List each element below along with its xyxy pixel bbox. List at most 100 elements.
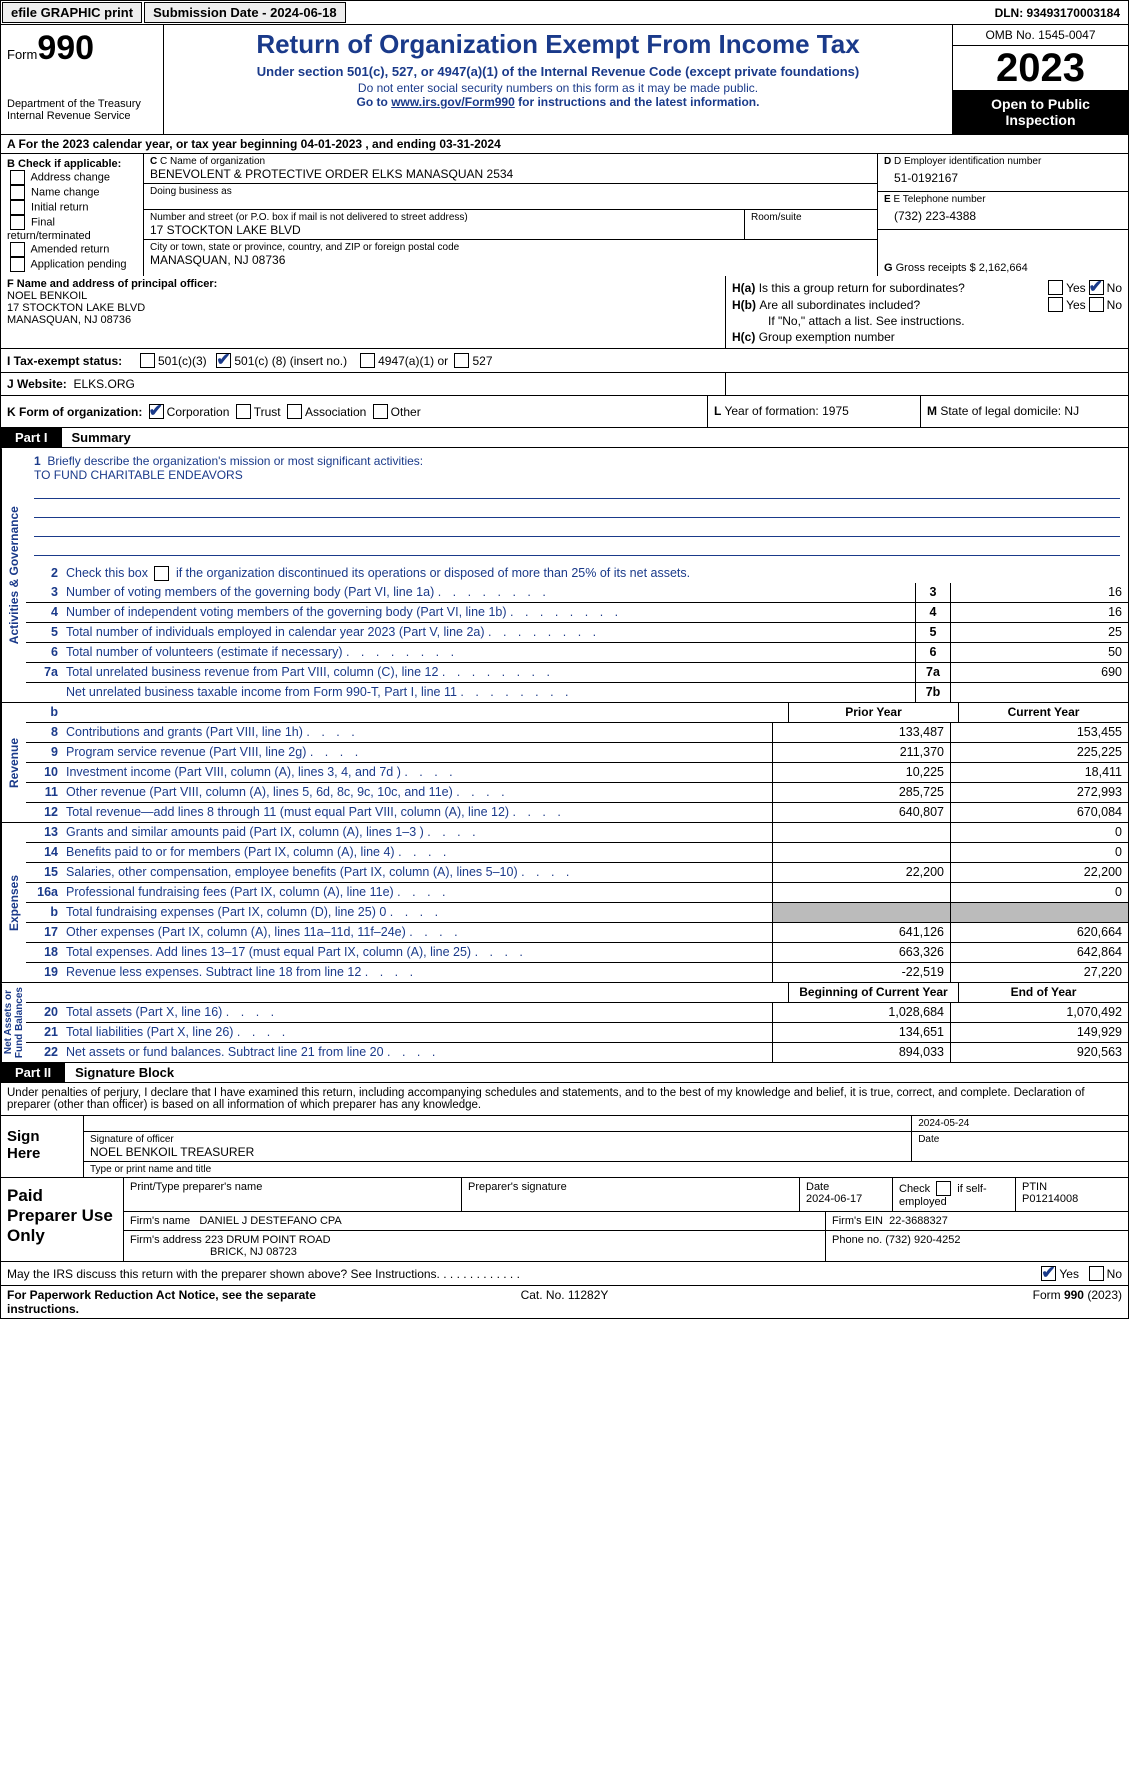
expenses-sidelabel: Expenses xyxy=(1,823,26,982)
corp-check[interactable] xyxy=(149,404,164,419)
date-label: Date xyxy=(912,1132,1128,1161)
4947-check[interactable] xyxy=(360,353,375,368)
end-year-header: End of Year xyxy=(958,983,1128,1002)
org-name-label: C Name of organization xyxy=(160,156,265,167)
dba-label: Doing business as xyxy=(150,186,871,197)
firm-addr2: BRICK, NJ 08723 xyxy=(130,1246,297,1258)
ha-no-check[interactable] xyxy=(1089,280,1104,295)
data-row: 10 Investment income (Part VIII, column … xyxy=(26,763,1128,783)
netassets-sidelabel: Net Assets or Fund Balances xyxy=(1,983,26,1062)
public-inspection: Open to Public Inspection xyxy=(953,90,1128,134)
irs-discuss-row: May the IRS discuss this return with the… xyxy=(0,1262,1129,1286)
boxb-option: Name change xyxy=(7,185,137,200)
irs-link[interactable]: www.irs.gov/Form990 xyxy=(391,95,515,109)
box-b-title: B Check if applicable: xyxy=(7,158,137,170)
boxb-option: Address change xyxy=(7,170,137,185)
firm-name-label: Firm's name xyxy=(130,1215,190,1227)
domicile-value: NJ xyxy=(1064,404,1079,418)
sign-section: Sign Here 2024-05-24 Signature of office… xyxy=(0,1115,1129,1178)
mission-text: TO FUND CHARITABLE ENDEAVORS xyxy=(34,468,243,482)
summary-row: Net unrelated business taxable income fr… xyxy=(26,683,1128,702)
cat-no: Cat. No. 11282Y xyxy=(379,1288,751,1316)
discontinued-check[interactable] xyxy=(154,566,169,581)
website-label: J Website: xyxy=(7,377,67,391)
governance-sidelabel: Activities & Governance xyxy=(1,448,26,702)
ptin-value: P01214008 xyxy=(1022,1193,1078,1205)
prep-date-label: Date xyxy=(806,1181,829,1193)
org-form-label: K Form of organization: xyxy=(7,405,142,419)
501c-check[interactable] xyxy=(216,353,231,368)
room-label: Room/suite xyxy=(745,210,877,239)
firm-ein-label: Firm's EIN xyxy=(832,1215,883,1227)
tax-year: 2023 xyxy=(953,46,1128,90)
data-row: 21 Total liabilities (Part X, line 26) .… xyxy=(26,1023,1128,1043)
officer-label: F Name and address of principal officer: xyxy=(7,278,217,290)
city-value: MANASQUAN, NJ 08736 xyxy=(150,253,871,267)
hb-yes-check[interactable] xyxy=(1048,297,1063,312)
preparer-sig-label: Preparer's signature xyxy=(462,1178,800,1211)
officer-section: F Name and address of principal officer:… xyxy=(0,276,1129,349)
boxb-check[interactable] xyxy=(10,257,25,272)
hb-label: H(b) xyxy=(732,298,756,312)
other-check[interactable] xyxy=(373,404,388,419)
firm-addr1: 223 DRUM POINT ROAD xyxy=(205,1234,331,1246)
summary-row: 5 Total number of individuals employed i… xyxy=(26,623,1128,643)
firm-ein: 22-3688327 xyxy=(889,1215,948,1227)
data-row: 17 Other expenses (Part IX, column (A), … xyxy=(26,923,1128,943)
ha-yes-check[interactable] xyxy=(1048,280,1063,295)
boxb-check[interactable] xyxy=(10,215,25,230)
assoc-check[interactable] xyxy=(287,404,302,419)
boxb-check[interactable] xyxy=(10,170,25,185)
summary-row: 4 Number of independent voting members o… xyxy=(26,603,1128,623)
boxb-check[interactable] xyxy=(10,185,25,200)
phone-value: (732) 223-4388 xyxy=(884,205,1122,227)
boxb-check[interactable] xyxy=(10,200,25,215)
governance-grid: Activities & Governance 1 Briefly descri… xyxy=(0,448,1129,703)
street-value: 17 STOCKTON LAKE BLVD xyxy=(150,223,738,237)
ha-label: H(a) xyxy=(732,281,755,295)
street-label: Number and street (or P.O. box if mail i… xyxy=(150,212,738,223)
sign-date: 2024-05-24 xyxy=(918,1118,969,1129)
data-row: 12 Total revenue—add lines 8 through 11 … xyxy=(26,803,1128,822)
self-employed-check[interactable] xyxy=(936,1181,951,1196)
tax-year-row: A For the 2023 calendar year, or tax yea… xyxy=(0,135,1129,154)
irs-no-check[interactable] xyxy=(1089,1266,1104,1281)
ein-label: D Employer identification number xyxy=(894,156,1041,167)
501c3-check[interactable] xyxy=(140,353,155,368)
revenue-sidelabel: Revenue xyxy=(1,703,26,822)
officer-addr1: 17 STOCKTON LAKE BLVD xyxy=(7,302,719,314)
prep-date: 2024-06-17 xyxy=(806,1193,862,1205)
efile-button[interactable]: efile GRAPHIC print xyxy=(2,2,142,23)
website-row: J Website: ELKS.ORG xyxy=(0,373,1129,396)
ha-text: Is this a group return for subordinates? xyxy=(759,281,1045,295)
ein-value: 51-0192167 xyxy=(884,167,1122,189)
hc-label: H(c) xyxy=(732,330,755,344)
revenue-grid: Revenue b Prior Year Current Year 8 Cont… xyxy=(0,703,1129,823)
hc-text: Group exemption number xyxy=(759,330,895,344)
irs-yes-check[interactable] xyxy=(1041,1266,1056,1281)
part1-header: Part I Summary xyxy=(0,428,1129,448)
hb-text: Are all subordinates included? xyxy=(759,298,1045,312)
data-row: 8 Contributions and grants (Part VIII, l… xyxy=(26,723,1128,743)
perjury-text: Under penalties of perjury, I declare th… xyxy=(0,1083,1129,1115)
boxb-check[interactable] xyxy=(10,242,25,257)
data-row: 18 Total expenses. Add lines 13–17 (must… xyxy=(26,943,1128,963)
dept-label: Department of the Treasury Internal Reve… xyxy=(7,98,157,122)
hb-no-check[interactable] xyxy=(1089,297,1104,312)
paid-preparer-label: Paid Preparer Use Only xyxy=(1,1178,123,1261)
city-label: City or town, state or province, country… xyxy=(150,242,871,253)
form-number: Form990 xyxy=(7,29,157,68)
ssn-note: Do not enter social security numbers on … xyxy=(172,81,944,95)
data-row: 16a Professional fundraising fees (Part … xyxy=(26,883,1128,903)
submission-date-button[interactable]: Submission Date - 2024-06-18 xyxy=(144,2,346,23)
print-name-label: Type or print name and title xyxy=(84,1162,1128,1177)
data-row: 14 Benefits paid to or for members (Part… xyxy=(26,843,1128,863)
trust-check[interactable] xyxy=(236,404,251,419)
preparer-name-label: Print/Type preparer's name xyxy=(124,1178,462,1211)
part2-title: Signature Block xyxy=(65,1063,184,1082)
irs-discuss-text: May the IRS discuss this return with the… xyxy=(7,1267,440,1281)
527-check[interactable] xyxy=(454,353,469,368)
self-emp-label: Check if self-employed xyxy=(899,1183,987,1209)
tax-status-label: I Tax-exempt status: xyxy=(7,354,137,368)
paperwork-notice: For Paperwork Reduction Act Notice, see … xyxy=(7,1288,379,1316)
